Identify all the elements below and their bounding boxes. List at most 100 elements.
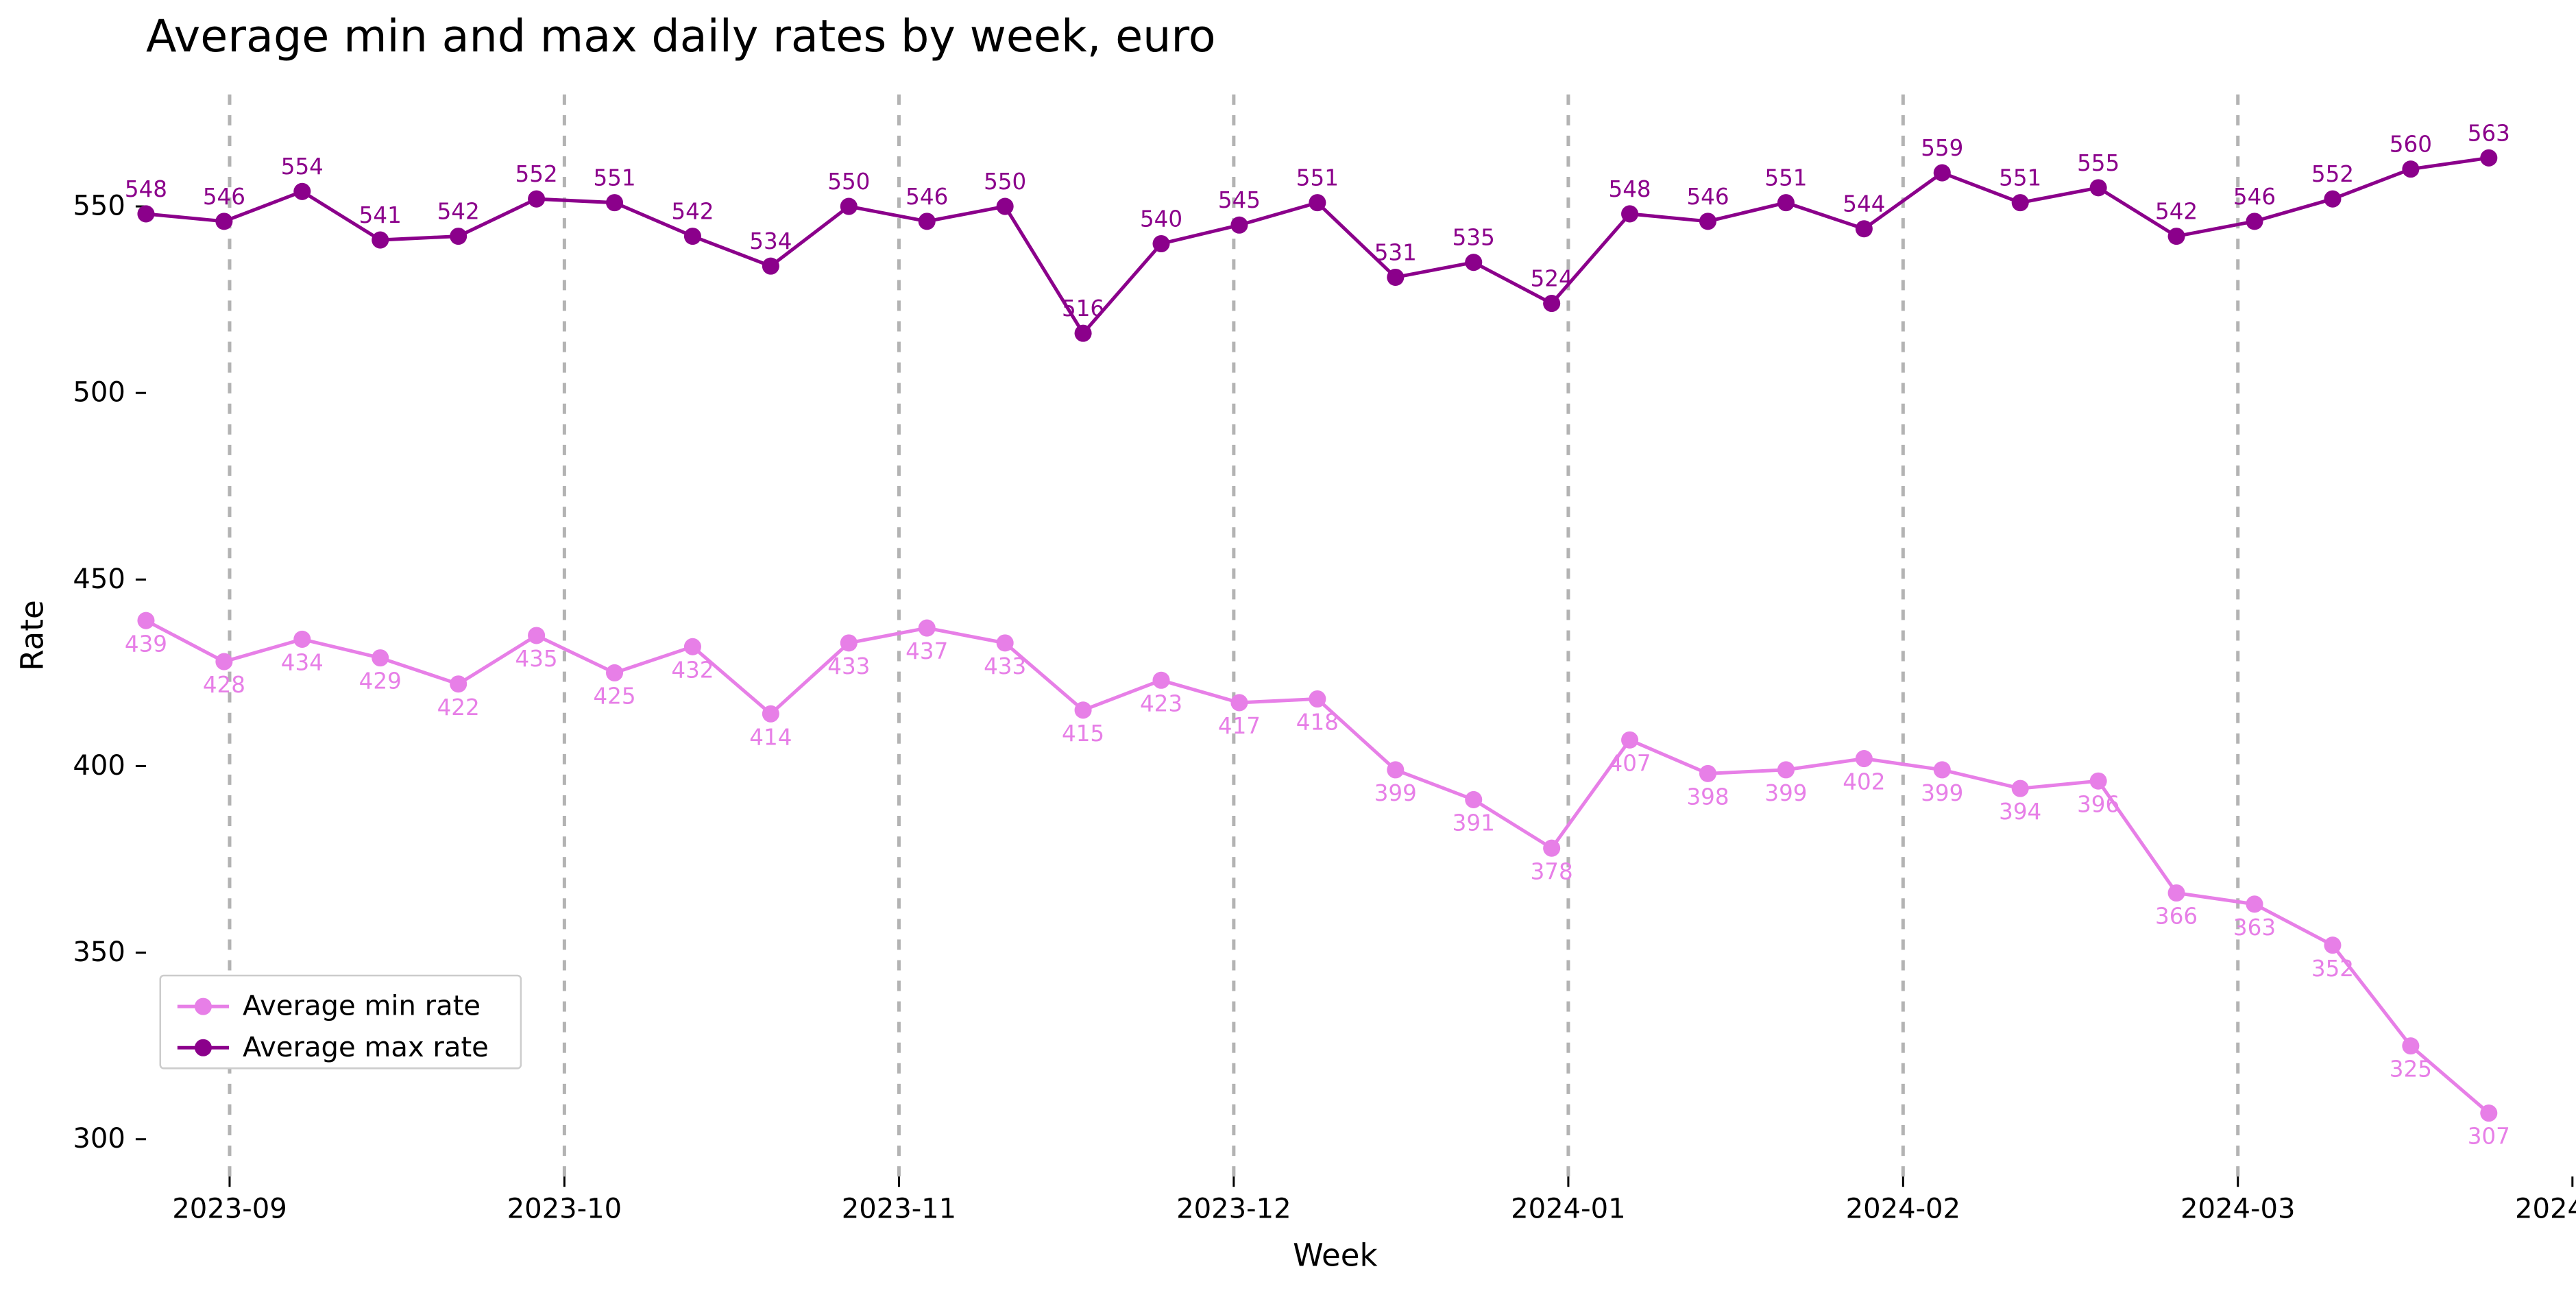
min-rate-point [528, 627, 545, 644]
rates-line-chart: 2023-092023-102023-112023-122024-012024-… [0, 0, 2576, 1305]
max-rate-label: 535 [1453, 225, 1495, 251]
min-rate-point [2012, 780, 2029, 797]
min-rate-label: 407 [1609, 750, 1651, 776]
max-rate-point [606, 194, 623, 211]
min-rate-label: 378 [1531, 858, 1573, 884]
min-rate-label: 363 [2233, 915, 2276, 941]
min-rate-label: 325 [2390, 1056, 2432, 1083]
x-tick-label: 2023-10 [507, 1193, 622, 1224]
max-rate-label: 551 [593, 165, 635, 191]
min-rate-label: 434 [281, 650, 324, 676]
min-rate-label: 433 [827, 653, 870, 679]
max-rate-point [1621, 205, 1638, 222]
min-rate-point [450, 675, 467, 692]
min-rate-point [1387, 761, 1404, 778]
x-tick-label: 2024-02 [1846, 1193, 1960, 1224]
max-rate-point [2246, 213, 2263, 230]
max-rate-point [684, 228, 701, 245]
min-rate-point [372, 649, 389, 666]
min-rate-label: 428 [203, 672, 245, 698]
min-rate-point [2402, 1037, 2419, 1054]
max-rate-label: 560 [2390, 132, 2432, 158]
max-rate-point [840, 198, 858, 215]
y-tick-label: 350 [73, 936, 125, 968]
y-tick-label: 500 [73, 377, 125, 409]
min-rate-point [1699, 765, 1716, 782]
min-rate-label: 437 [906, 638, 948, 664]
x-axis-label: Week [1293, 1237, 1378, 1273]
max-rate-point [293, 183, 311, 200]
max-rate-label: 531 [1374, 239, 1417, 265]
max-rate-point [137, 205, 154, 222]
max-rate-point [919, 213, 936, 230]
min-rate-label: 439 [125, 631, 167, 657]
max-rate-label: 542 [2155, 199, 2198, 225]
min-rate-point [997, 634, 1014, 651]
max-rate-label: 551 [1764, 165, 1807, 191]
min-rate-label: 433 [984, 653, 1026, 679]
min-rate-label: 432 [671, 657, 714, 683]
legend-item-label: Average min rate [243, 991, 481, 1022]
max-rate-point [1699, 213, 1716, 230]
min-rate-label: 422 [437, 694, 480, 721]
min-rate-point [1621, 731, 1638, 749]
min-rate-point [2246, 895, 2263, 912]
max-rate-point [997, 198, 1014, 215]
y-tick-label: 450 [73, 564, 125, 595]
min-rate-label: 415 [1062, 721, 1104, 747]
max-rate-point [1309, 194, 1326, 211]
max-rate-point [215, 213, 232, 230]
min-rate-point [919, 620, 936, 637]
max-rate-label: 548 [1609, 176, 1651, 202]
min-rate-point [684, 638, 701, 655]
y-tick-label: 400 [73, 750, 125, 782]
min-rate-point [1152, 672, 1169, 689]
max-rate-label: 548 [125, 176, 167, 202]
max-rate-label: 534 [749, 228, 792, 254]
min-rate-label: 423 [1140, 690, 1182, 716]
y-tick-label: 300 [73, 1123, 125, 1154]
max-rate-point [2324, 191, 2341, 208]
max-rate-point [1075, 325, 1092, 342]
min-rate-label: 399 [1921, 780, 1963, 806]
min-rate-point [293, 631, 311, 648]
y-tick-label: 550 [73, 191, 125, 222]
max-rate-point [1230, 217, 1248, 234]
min-rate-point [1309, 690, 1326, 708]
max-rate-label: 524 [1531, 266, 1573, 292]
min-rate-label: 352 [2311, 956, 2354, 982]
max-rate-label: 542 [671, 199, 714, 225]
max-rate-label: 542 [437, 199, 480, 225]
max-rate-label: 545 [1218, 187, 1261, 213]
max-rate-label: 555 [2077, 150, 2119, 176]
x-tick-label: 2023-11 [842, 1193, 956, 1224]
min-rate-point [1856, 750, 1873, 767]
max-rate-point [1856, 220, 1873, 237]
max-rate-point [372, 232, 389, 249]
x-tick-label: 2024-03 [2180, 1193, 2295, 1224]
min-rate-label: 396 [2077, 791, 2119, 817]
min-rate-label: 414 [749, 724, 792, 750]
max-rate-point [2090, 179, 2107, 196]
max-rate-label: 546 [2233, 184, 2276, 210]
max-rate-point [1152, 235, 1169, 252]
min-rate-label: 402 [1843, 769, 1885, 795]
max-rate-point [1777, 194, 1795, 211]
min-rate-point [1465, 791, 1482, 808]
max-rate-label: 550 [984, 169, 1026, 195]
max-rate-point [528, 191, 545, 208]
min-rate-point [2480, 1104, 2497, 1122]
max-rate-label: 516 [1062, 295, 1104, 322]
max-rate-label: 554 [281, 154, 324, 180]
min-rate-point [2168, 884, 2185, 902]
max-rate-point [1387, 269, 1404, 286]
min-rate-point [215, 653, 232, 670]
max-rate-label: 559 [1921, 135, 1963, 161]
max-rate-label: 546 [906, 184, 948, 210]
max-rate-point [762, 258, 779, 275]
min-rate-label: 429 [359, 668, 402, 694]
legend: Average min rateAverage max rate [160, 976, 521, 1068]
chart-svg: 2023-092023-102023-112023-122024-012024-… [0, 0, 2576, 1305]
max-rate-label: 541 [359, 202, 402, 228]
max-rate-label: 546 [203, 184, 245, 210]
